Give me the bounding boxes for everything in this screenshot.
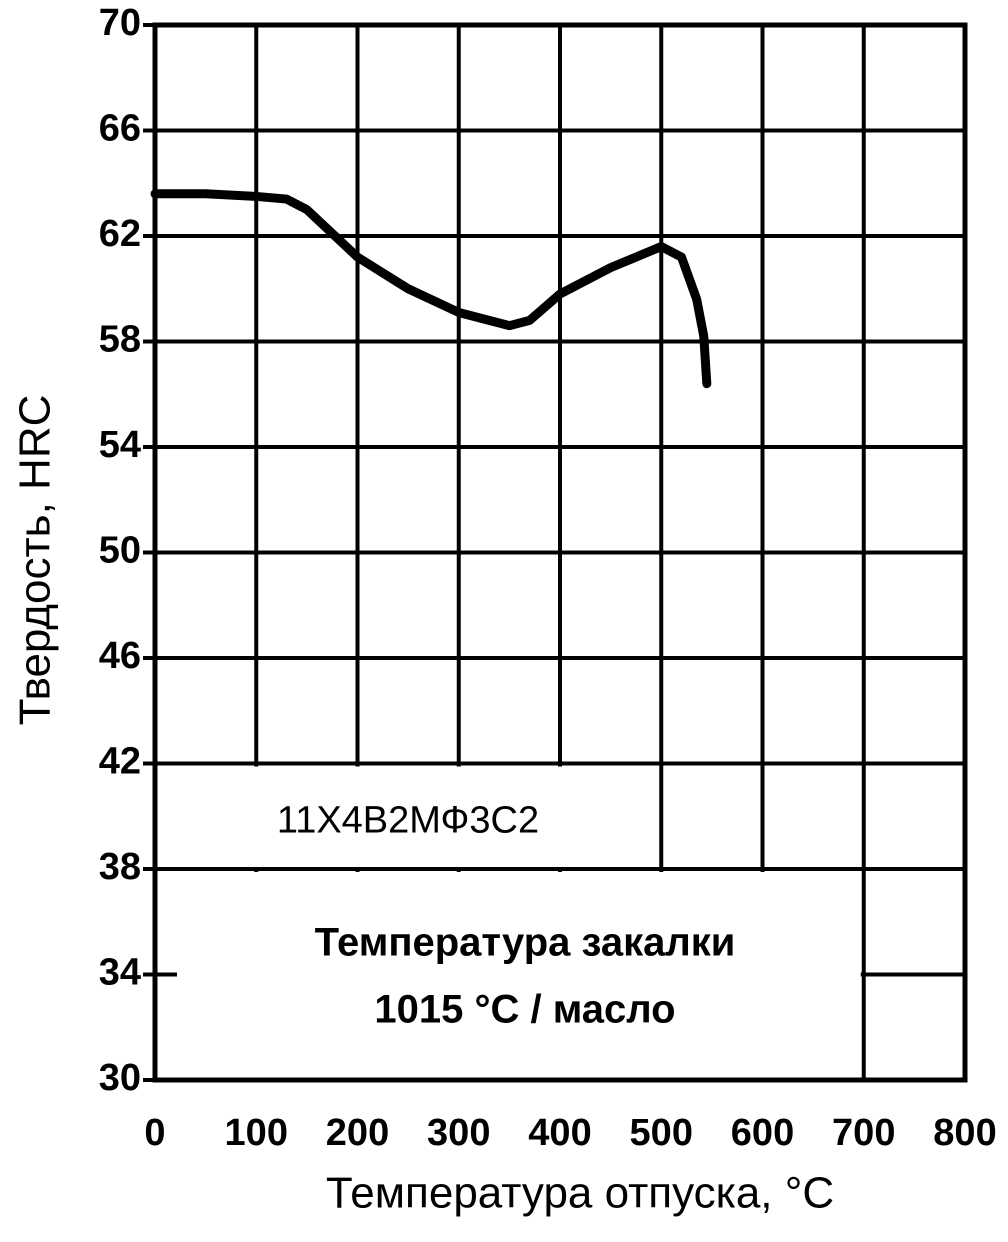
- y-tick-label: 50: [99, 530, 141, 572]
- x-tick-label: 400: [528, 1112, 591, 1154]
- line: [150, 189, 712, 389]
- x-tick-label: 600: [731, 1112, 794, 1154]
- x-tick-label: 700: [832, 1112, 895, 1154]
- x-tick-label: 300: [427, 1112, 490, 1154]
- annotation-box: [158, 766, 659, 867]
- x-tick-label: 0: [144, 1112, 165, 1154]
- y-tick-label: 46: [99, 635, 141, 677]
- x-tick-label: 200: [326, 1112, 389, 1154]
- x-tick-label: 100: [225, 1112, 288, 1154]
- y-tick-label: 70: [99, 2, 141, 44]
- plot-frame: [152, 22, 968, 1083]
- y-tick-label: 38: [99, 846, 141, 888]
- annotation-box: [158, 872, 861, 1078]
- x-tick-label: 800: [933, 1112, 996, 1154]
- annotation: Температура закалки: [315, 921, 736, 965]
- x-tick-label: 500: [630, 1112, 693, 1154]
- y-tick-label: 54: [99, 424, 141, 466]
- y-tick-label: 30: [99, 1057, 141, 1099]
- y-tick-label: 58: [99, 319, 141, 361]
- x-axis-label: Температура отпуска, °C: [326, 1169, 834, 1218]
- annotation: 11Х4В2МФ3С2: [277, 799, 539, 841]
- y-tick-label: 66: [99, 108, 141, 150]
- y-tick-label: 34: [99, 952, 141, 994]
- y-tick-label: 62: [99, 213, 141, 255]
- y-axis-label: Твердость, HRC: [11, 395, 60, 726]
- y-tick-label: 42: [99, 741, 141, 783]
- annotation: 1015 °C / масло: [374, 988, 675, 1032]
